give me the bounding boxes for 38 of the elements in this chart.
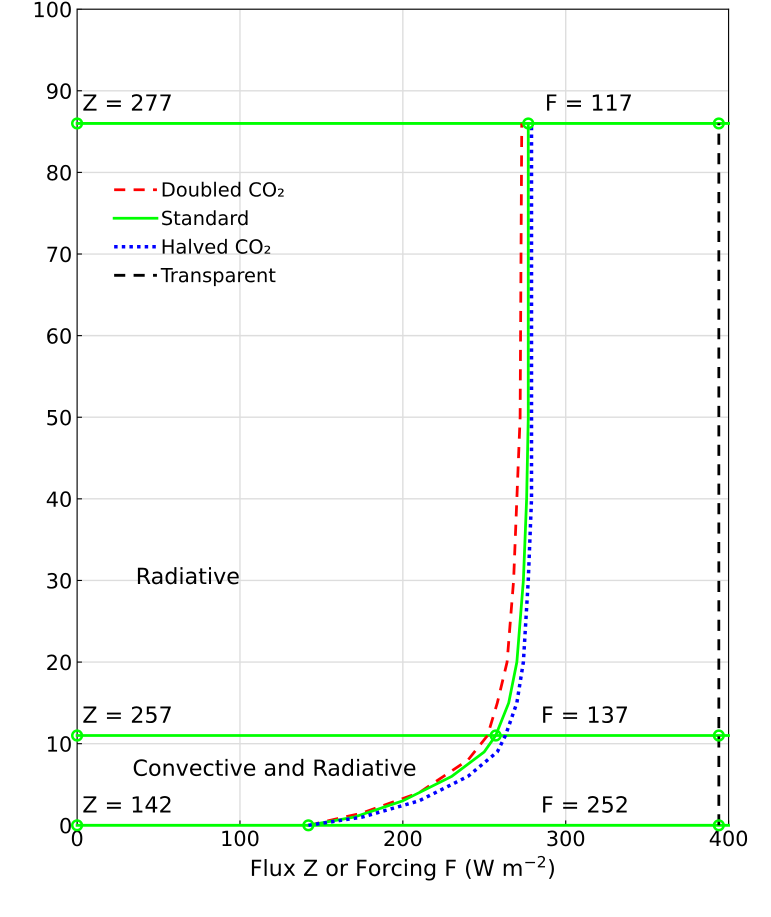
point <box>70 819 84 832</box>
annotation: Z = 277 <box>83 94 171 111</box>
x-tick-label: 0 <box>72 830 82 846</box>
point <box>490 729 502 742</box>
point <box>302 819 314 832</box>
point <box>70 117 84 130</box>
y-tick-label: 70 <box>47 246 71 262</box>
x-tick-label: 100 <box>222 830 258 846</box>
legend-label: Doubled CO₂ <box>162 182 284 197</box>
x-tick-label: 200 <box>384 830 422 846</box>
y-tick-label: 50 <box>47 410 71 426</box>
y-tick-label: 20 <box>47 654 71 670</box>
point <box>70 729 84 742</box>
y-tick-label: 80 <box>47 164 71 181</box>
annotation: Z = 142 <box>83 796 170 813</box>
y-tick-label: 90 <box>47 83 71 99</box>
annotation: Convective and Radiative <box>134 758 416 776</box>
x-tick-label: 300 <box>547 830 584 846</box>
y-tick-label: 60 <box>47 328 71 344</box>
annotation: F = 252 <box>543 796 627 813</box>
legend-label: Transparent <box>160 268 276 286</box>
legend-label: Halved CO₂ <box>162 238 270 254</box>
point <box>712 729 725 742</box>
annotation: F = 137 <box>543 706 628 724</box>
x-tick-label: 400 <box>710 830 748 846</box>
annotation: Z = 257 <box>83 706 171 724</box>
x-axis-title: Flux Z or Forcing F (W m$^{−2}$) <box>252 856 554 881</box>
y-tick-label: 100 <box>34 2 71 18</box>
point <box>522 117 534 130</box>
y-tick-label: 40 <box>46 491 71 508</box>
annotation: Radiative <box>138 567 239 584</box>
point <box>712 117 725 130</box>
y-tick-label: 0 <box>60 818 71 834</box>
point <box>712 819 725 832</box>
legend-label: Standard <box>162 210 248 226</box>
y-tick-label: 30 <box>47 572 71 589</box>
y-tick-label: 10 <box>48 736 71 752</box>
annotation: F = 117 <box>547 94 631 111</box>
